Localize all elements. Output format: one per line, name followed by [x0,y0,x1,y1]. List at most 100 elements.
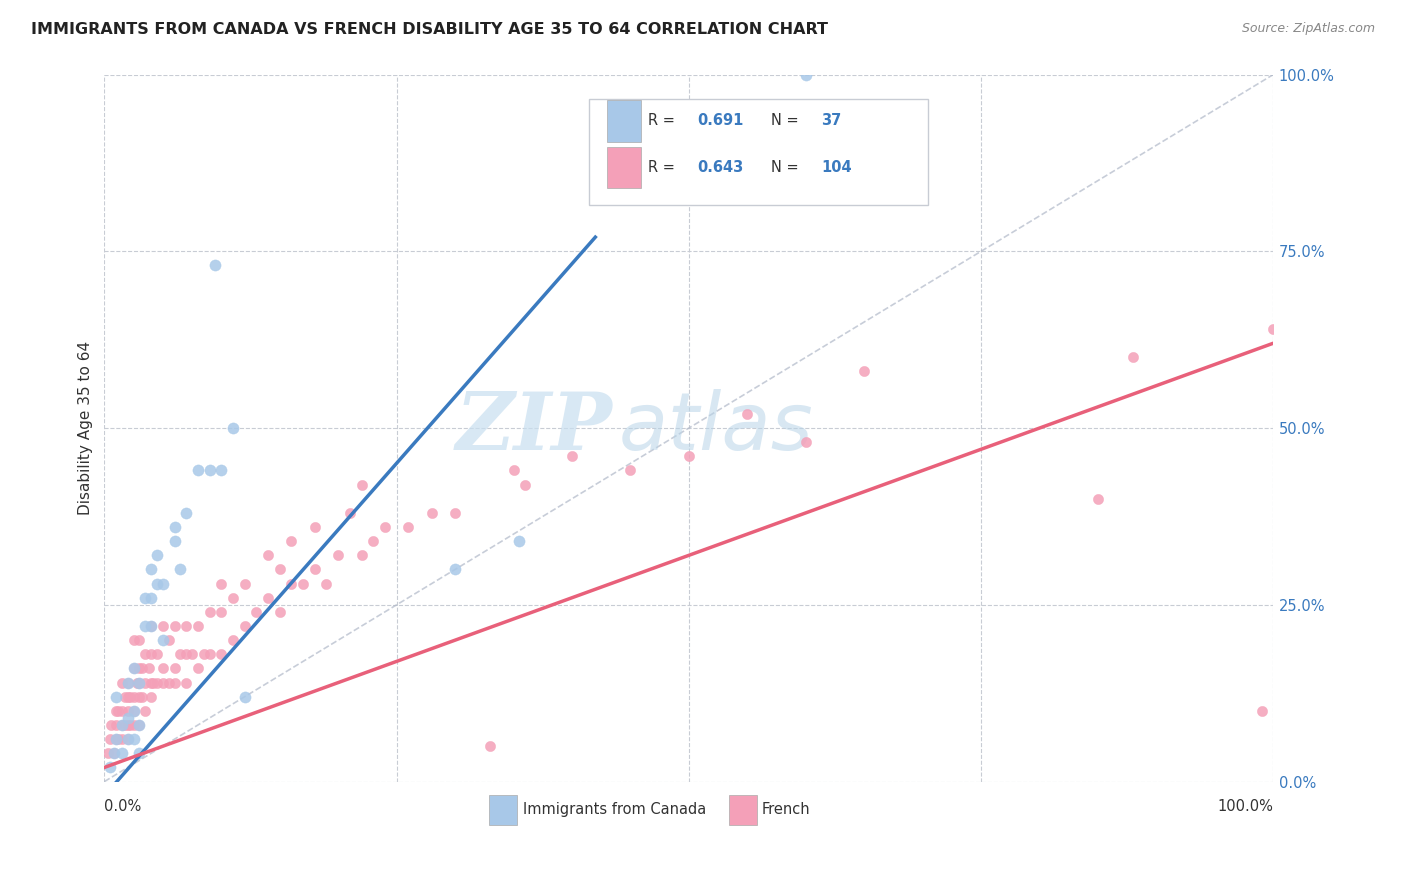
Point [198,648,221,662]
Text: atlas: atlas [619,389,814,467]
Point [561,450,583,464]
Point [131,690,153,704]
Point [122,732,145,747]
Point [146,648,169,662]
Y-axis label: Disability Age 35 to 64: Disability Age 35 to 64 [79,341,93,515]
Point [146,675,169,690]
Point [105,732,128,747]
Text: ZIP: ZIP [456,389,613,467]
Point [193,648,215,662]
Point [146,549,169,563]
Point [128,747,150,761]
Point [120,718,142,732]
Point [111,718,134,732]
Point [128,675,150,690]
Point [111,704,134,718]
Point [619,463,641,477]
Point [515,477,537,491]
Point [222,421,245,435]
Point [187,619,209,633]
Point [396,520,419,534]
Point [209,463,232,477]
FancyBboxPatch shape [728,795,756,825]
Point [142,675,165,690]
Point [174,506,197,520]
Text: R =: R = [648,160,679,175]
Point [209,605,232,619]
Point [257,549,280,563]
Text: R =: R = [648,113,679,128]
Point [134,675,156,690]
Text: 37: 37 [821,113,841,128]
Point [233,690,256,704]
Point [1122,351,1144,365]
Point [114,690,136,704]
Text: Source: ZipAtlas.com: Source: ZipAtlas.com [1241,22,1375,36]
Point [350,477,373,491]
Text: 100.0%: 100.0% [1218,799,1274,814]
Text: N =: N = [770,160,803,175]
Point [139,648,162,662]
Point [117,690,139,704]
Point [122,633,145,648]
Point [122,690,145,704]
Point [479,739,502,754]
Point [187,661,209,675]
Point [1250,704,1272,718]
Point [794,68,817,82]
Point [163,534,186,549]
Point [174,619,197,633]
Point [139,690,162,704]
Point [269,605,291,619]
Point [128,661,150,675]
Point [117,732,139,747]
FancyBboxPatch shape [607,100,641,142]
Point [794,435,817,450]
Point [105,718,128,732]
Text: IMMIGRANTS FROM CANADA VS FRENCH DISABILITY AGE 35 TO 64 CORRELATION CHART: IMMIGRANTS FROM CANADA VS FRENCH DISABIL… [31,22,828,37]
Point [163,661,186,675]
Point [315,576,337,591]
Point [233,576,256,591]
Point [105,690,128,704]
Point [111,732,134,747]
Point [269,562,291,576]
Point [146,576,169,591]
Point [209,648,232,662]
Point [97,747,120,761]
Point [139,675,162,690]
Text: Immigrants from Canada: Immigrants from Canada [523,803,706,817]
Point [98,732,121,747]
Point [117,675,139,690]
Text: 0.691: 0.691 [697,113,744,128]
Point [128,718,150,732]
Point [678,450,700,464]
FancyBboxPatch shape [589,99,928,205]
Point [1087,491,1109,506]
Point [444,506,467,520]
Point [120,690,142,704]
Text: N =: N = [770,113,803,128]
Point [107,704,129,718]
Point [127,675,149,690]
Point [122,718,145,732]
Point [111,718,134,732]
Point [204,259,226,273]
Point [508,534,530,549]
Point [187,463,209,477]
Point [117,732,139,747]
FancyBboxPatch shape [489,795,517,825]
Point [114,718,136,732]
Point [128,718,150,732]
Point [328,549,350,563]
Point [111,675,134,690]
Point [222,633,245,648]
Text: 0.0%: 0.0% [104,799,142,814]
Point [105,704,128,718]
Point [107,732,129,747]
Point [139,562,162,576]
Point [174,675,197,690]
Point [103,747,125,761]
Point [100,718,122,732]
Point [152,675,174,690]
